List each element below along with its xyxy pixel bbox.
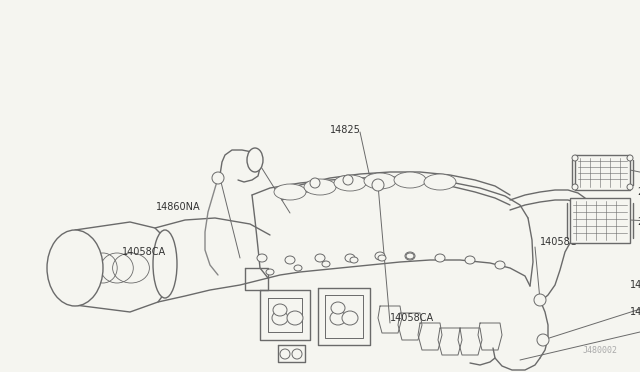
- Ellipse shape: [330, 311, 346, 325]
- Ellipse shape: [572, 184, 578, 190]
- Ellipse shape: [266, 269, 274, 275]
- Ellipse shape: [247, 148, 263, 172]
- Text: J480002: J480002: [583, 346, 618, 355]
- Text: 14825: 14825: [330, 125, 361, 135]
- Ellipse shape: [342, 311, 358, 325]
- Ellipse shape: [153, 230, 177, 298]
- Ellipse shape: [47, 230, 103, 306]
- Ellipse shape: [331, 302, 345, 314]
- Ellipse shape: [322, 261, 330, 267]
- Ellipse shape: [304, 179, 336, 195]
- Ellipse shape: [310, 178, 320, 188]
- Text: 14860NA: 14860NA: [156, 202, 200, 212]
- Text: 14860N: 14860N: [630, 307, 640, 317]
- Ellipse shape: [572, 155, 578, 161]
- Ellipse shape: [345, 254, 355, 262]
- Bar: [575, 155, 630, 190]
- Ellipse shape: [375, 252, 385, 260]
- Ellipse shape: [394, 172, 426, 188]
- Ellipse shape: [272, 311, 288, 325]
- Ellipse shape: [406, 253, 414, 259]
- Ellipse shape: [424, 174, 456, 190]
- Ellipse shape: [274, 184, 306, 200]
- Ellipse shape: [273, 304, 287, 316]
- Text: 23785N: 23785N: [637, 187, 640, 197]
- Ellipse shape: [212, 172, 224, 184]
- Ellipse shape: [280, 349, 290, 359]
- Ellipse shape: [378, 255, 386, 261]
- Ellipse shape: [285, 256, 295, 264]
- Ellipse shape: [334, 175, 366, 191]
- Ellipse shape: [315, 254, 325, 262]
- Ellipse shape: [405, 252, 415, 260]
- Ellipse shape: [435, 254, 445, 262]
- Ellipse shape: [257, 254, 267, 262]
- Bar: [570, 198, 630, 243]
- Ellipse shape: [534, 294, 546, 306]
- Ellipse shape: [627, 184, 633, 190]
- Ellipse shape: [294, 265, 302, 271]
- Ellipse shape: [372, 179, 384, 191]
- Text: 14058CA: 14058CA: [390, 313, 434, 323]
- Text: 14058C: 14058C: [540, 237, 577, 247]
- Ellipse shape: [495, 261, 505, 269]
- Text: 23781M: 23781M: [637, 217, 640, 227]
- Ellipse shape: [537, 334, 549, 346]
- Ellipse shape: [292, 349, 302, 359]
- Ellipse shape: [364, 173, 396, 189]
- Ellipse shape: [627, 155, 633, 161]
- Ellipse shape: [343, 175, 353, 185]
- Text: 14058C: 14058C: [630, 280, 640, 290]
- Ellipse shape: [465, 256, 475, 264]
- Text: 14058CA: 14058CA: [122, 247, 166, 257]
- Ellipse shape: [287, 311, 303, 325]
- Ellipse shape: [350, 257, 358, 263]
